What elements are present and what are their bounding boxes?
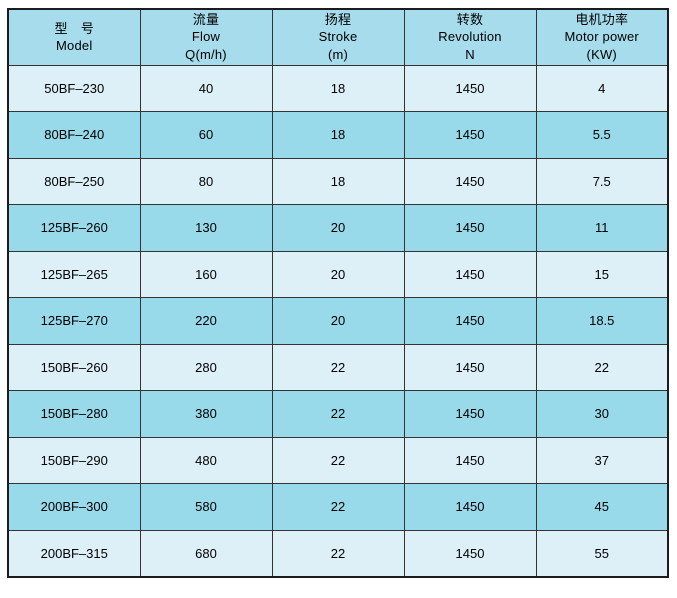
header-flow-zh: 流量 <box>192 11 220 27</box>
cell-model: 125BF–265 <box>7 250 141 298</box>
cell-revolution: 1450 <box>403 436 537 484</box>
table-row: 50BF–230 40 18 1450 4 <box>7 64 669 112</box>
cell-flow: 80 <box>139 157 273 205</box>
header-row: 型 号 Model 流量 Flow Q(m/h) 扬程 Stroke (m) 转… <box>7 8 669 66</box>
cell-flow: 40 <box>139 64 273 112</box>
table-row: 125BF–265 160 20 1450 15 <box>7 250 669 298</box>
cell-revolution: 1450 <box>403 64 537 112</box>
cell-flow: 480 <box>139 436 273 484</box>
cell-revolution: 1450 <box>403 111 537 159</box>
cell-motor-power: 15 <box>535 250 669 298</box>
cell-model: 125BF–270 <box>7 297 141 345</box>
table-row: 200BF–315 680 22 1450 55 <box>7 529 669 577</box>
cell-motor-power: 18.5 <box>535 297 669 345</box>
header-stroke-en: Stroke <box>318 29 358 45</box>
table-row: 125BF–270 220 20 1450 18.5 <box>7 297 669 345</box>
cell-flow: 280 <box>139 343 273 391</box>
pump-spec-table: 型 号 Model 流量 Flow Q(m/h) 扬程 Stroke (m) 转… <box>7 8 669 578</box>
cell-model: 80BF–250 <box>7 157 141 205</box>
table-row: 125BF–260 130 20 1450 11 <box>7 204 669 252</box>
header-cell-stroke: 扬程 Stroke (m) <box>271 8 405 66</box>
header-motor-power-zh: 电机功率 <box>575 11 629 27</box>
table-row: 150BF–280 380 22 1450 30 <box>7 390 669 438</box>
header-model-en: Model <box>56 38 93 54</box>
cell-flow: 220 <box>139 297 273 345</box>
table-row: 80BF–250 80 18 1450 7.5 <box>7 157 669 205</box>
cell-stroke: 20 <box>271 204 405 252</box>
cell-motor-power: 37 <box>535 436 669 484</box>
header-motor-power-en: Motor power <box>564 29 639 45</box>
cell-flow: 580 <box>139 483 273 531</box>
header-cell-revolution: 转数 Revolution N <box>403 8 537 66</box>
cell-flow: 130 <box>139 204 273 252</box>
cell-stroke: 22 <box>271 343 405 391</box>
header-revolution-en: Revolution <box>438 29 502 45</box>
cell-motor-power: 5.5 <box>535 111 669 159</box>
cell-model: 150BF–260 <box>7 343 141 391</box>
cell-stroke: 18 <box>271 111 405 159</box>
cell-flow: 380 <box>139 390 273 438</box>
header-flow-unit: Q(m/h) <box>185 47 227 63</box>
cell-motor-power: 7.5 <box>535 157 669 205</box>
cell-stroke: 20 <box>271 250 405 298</box>
cell-model: 80BF–240 <box>7 111 141 159</box>
cell-motor-power: 11 <box>535 204 669 252</box>
cell-revolution: 1450 <box>403 390 537 438</box>
cell-flow: 60 <box>139 111 273 159</box>
cell-model: 200BF–315 <box>7 529 141 577</box>
header-cell-flow: 流量 Flow Q(m/h) <box>139 8 273 66</box>
cell-motor-power: 45 <box>535 483 669 531</box>
table-row: 150BF–290 480 22 1450 37 <box>7 436 669 484</box>
cell-motor-power: 55 <box>535 529 669 577</box>
table-row: 80BF–240 60 18 1450 5.5 <box>7 111 669 159</box>
cell-flow: 160 <box>139 250 273 298</box>
header-revolution-unit: N <box>465 47 475 63</box>
cell-stroke: 22 <box>271 390 405 438</box>
cell-stroke: 22 <box>271 483 405 531</box>
header-model-zh: 型 号 <box>54 20 95 36</box>
cell-revolution: 1450 <box>403 297 537 345</box>
cell-motor-power: 4 <box>535 64 669 112</box>
cell-revolution: 1450 <box>403 529 537 577</box>
header-motor-power-unit: (KW) <box>586 47 617 63</box>
table-header: 型 号 Model 流量 Flow Q(m/h) 扬程 Stroke (m) 转… <box>7 8 669 66</box>
cell-motor-power: 22 <box>535 343 669 391</box>
header-stroke-unit: (m) <box>327 47 349 63</box>
table-row: 200BF–300 580 22 1450 45 <box>7 483 669 531</box>
cell-stroke: 20 <box>271 297 405 345</box>
header-cell-model: 型 号 Model <box>7 8 141 66</box>
cell-model: 200BF–300 <box>7 483 141 531</box>
cell-motor-power: 30 <box>535 390 669 438</box>
cell-model: 150BF–290 <box>7 436 141 484</box>
cell-stroke: 18 <box>271 64 405 112</box>
cell-revolution: 1450 <box>403 157 537 205</box>
cell-model: 150BF–280 <box>7 390 141 438</box>
header-stroke-zh: 扬程 <box>324 11 352 27</box>
header-revolution-zh: 转数 <box>456 11 484 27</box>
cell-stroke: 18 <box>271 157 405 205</box>
cell-model: 50BF–230 <box>7 64 141 112</box>
header-cell-motor-power: 电机功率 Motor power (KW) <box>535 8 669 66</box>
cell-stroke: 22 <box>271 436 405 484</box>
cell-revolution: 1450 <box>403 204 537 252</box>
table-body: 50BF–230 40 18 1450 4 80BF–240 60 18 1450 5.5 80BF… <box>7 64 669 577</box>
header-flow-en: Flow <box>191 29 221 45</box>
cell-revolution: 1450 <box>403 343 537 391</box>
cell-revolution: 1450 <box>403 250 537 298</box>
cell-stroke: 22 <box>271 529 405 577</box>
cell-revolution: 1450 <box>403 483 537 531</box>
cell-model: 125BF–260 <box>7 204 141 252</box>
cell-flow: 680 <box>139 529 273 577</box>
table-row: 150BF–260 280 22 1450 22 <box>7 343 669 391</box>
